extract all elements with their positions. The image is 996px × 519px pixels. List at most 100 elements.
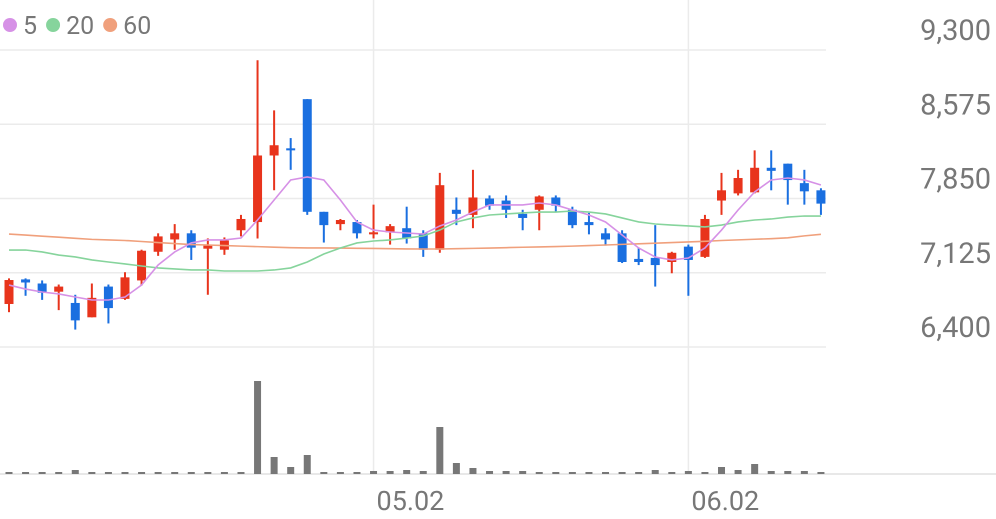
volume-bar (204, 472, 212, 474)
volume-bar (386, 471, 394, 474)
volume-bar (618, 472, 626, 474)
candle-body (37, 283, 47, 293)
candle-body (302, 99, 312, 212)
y-tick-label: 9,300 (920, 14, 991, 48)
candle-body (153, 236, 163, 252)
legend-marker (46, 18, 61, 32)
candle-body (186, 233, 196, 248)
y-tick-label: 6,400 (920, 311, 991, 345)
candle-body (617, 233, 627, 262)
volume-bar (5, 472, 13, 474)
volume-bar (469, 468, 477, 474)
volume-bar (154, 472, 162, 474)
candle-body (120, 277, 130, 299)
candle-body (87, 297, 97, 318)
legend-marker (103, 18, 118, 32)
ma-line (8, 176, 822, 301)
volume-bar (684, 471, 692, 474)
volume-bar (568, 472, 576, 474)
ma-line (9, 210, 821, 272)
candle-body (700, 218, 710, 257)
volume-bar (602, 472, 610, 474)
candle-body (236, 218, 246, 231)
volume-bar (436, 427, 444, 474)
candle-body (717, 190, 727, 201)
y-tick-label: 7,850 (920, 163, 991, 197)
volume-bar (701, 472, 709, 474)
volume-bar (668, 472, 676, 474)
candle-body (21, 279, 31, 283)
volume-bar (104, 472, 112, 474)
candle-body (418, 233, 428, 250)
volume-bar (519, 471, 527, 474)
volume-bar (535, 472, 543, 474)
candle-body (799, 183, 809, 192)
candle-body (103, 286, 113, 309)
candle-body (584, 222, 594, 226)
volume-bar (220, 472, 228, 474)
legend-marker (3, 18, 17, 32)
candle-body (319, 211, 329, 226)
volume-bar (270, 457, 278, 474)
candle-body (733, 178, 743, 194)
candle-body (783, 163, 793, 181)
candle-body (4, 280, 14, 304)
candle-body (385, 226, 395, 233)
candle-body (269, 145, 279, 156)
candle-body (54, 286, 64, 292)
volume-bar (419, 471, 427, 474)
volume-bar (38, 472, 46, 474)
candle-body (286, 148, 296, 151)
volume-bar (718, 467, 726, 474)
volume-bar (585, 472, 593, 474)
candle-body (70, 302, 80, 321)
volume-bar (635, 472, 643, 474)
candle-body (567, 209, 577, 226)
volume-bar (502, 471, 510, 474)
volume-bar (552, 472, 560, 474)
candle-body (551, 197, 561, 206)
y-tick-label: 8,575 (920, 88, 991, 122)
volume-bar (254, 381, 262, 474)
volume-bar (55, 472, 63, 474)
volume-bar (336, 472, 344, 474)
candle-body (435, 185, 445, 250)
legend-label: 5 (23, 12, 37, 41)
volume-bar (370, 471, 378, 474)
candle-body (170, 233, 180, 240)
candle-body (485, 198, 495, 206)
candle-body (650, 257, 660, 266)
legend-label: 60 (123, 12, 151, 41)
volume-bar (751, 464, 759, 474)
volume-bar (237, 472, 245, 474)
volume-bar (817, 472, 825, 474)
candle-body (816, 190, 826, 204)
volume-bar (22, 472, 30, 474)
volume-bar (452, 463, 460, 474)
volume-bar (171, 472, 179, 474)
volume-bar (734, 470, 742, 474)
candle-body (601, 233, 611, 240)
legend-label: 20 (66, 12, 94, 41)
x-tick-label: 05.02 (377, 485, 445, 517)
candle-body (750, 167, 760, 193)
volume-bar (303, 455, 311, 474)
volume-bar (800, 471, 808, 474)
candle-body (766, 167, 776, 171)
y-tick-label: 7,125 (920, 237, 991, 271)
volume-bar (88, 472, 96, 474)
volume-bar (403, 470, 411, 474)
volume-bar (138, 472, 146, 474)
candle-body (369, 232, 379, 235)
volume-bar (784, 471, 792, 474)
volume-bar (651, 470, 659, 474)
candle-body (518, 213, 528, 218)
volume-bar (287, 467, 295, 474)
candle-body (683, 246, 693, 260)
volume-bar (121, 472, 129, 474)
candle-body (468, 197, 478, 215)
volume-bar (767, 471, 775, 474)
candle-body (634, 258, 644, 262)
x-tick-label: 06.02 (691, 485, 759, 517)
